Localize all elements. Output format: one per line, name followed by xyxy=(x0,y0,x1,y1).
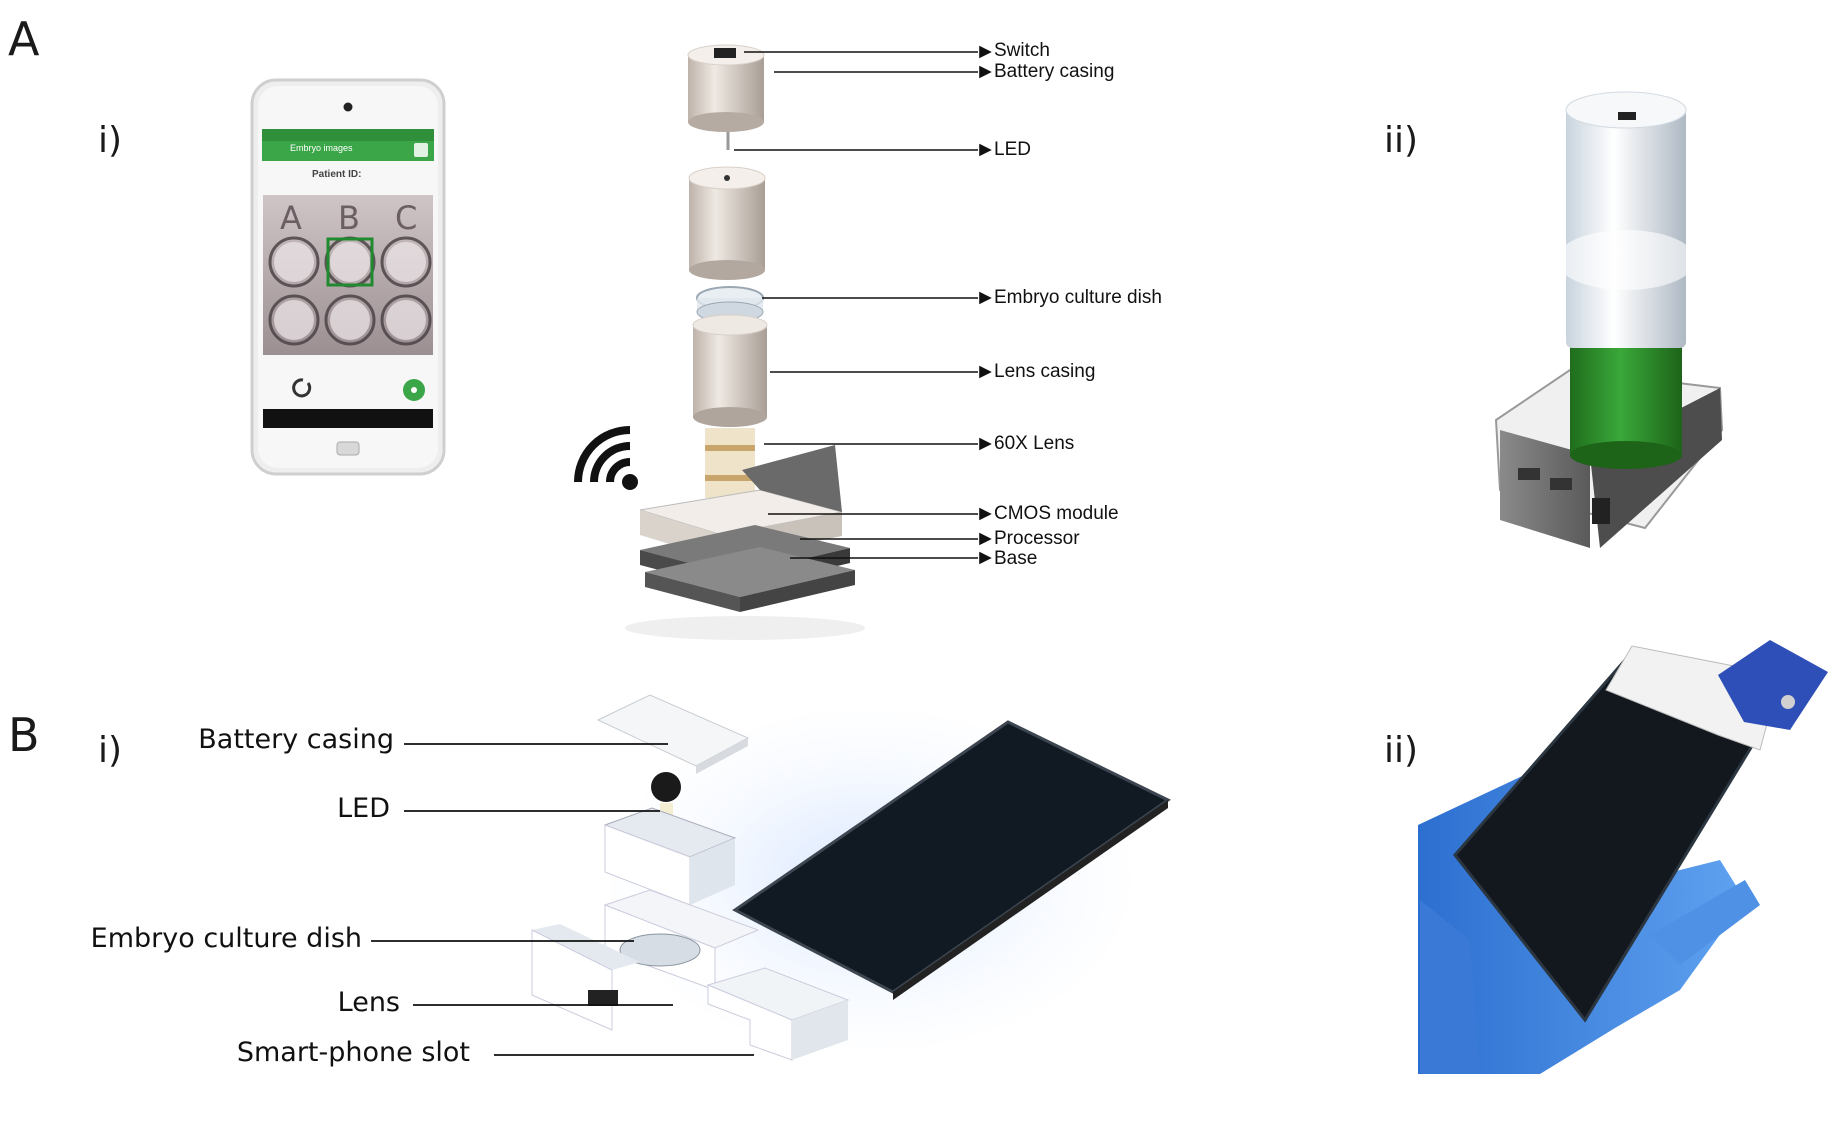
app-title: Embryo images xyxy=(290,143,353,153)
well-label-c: C xyxy=(395,199,418,237)
panel-a-ii-label: ii) xyxy=(1384,120,1419,161)
label-led: LED xyxy=(994,139,1031,160)
label-b-lens: Lens xyxy=(337,987,400,1018)
panel-letter-a: A xyxy=(8,12,40,66)
wifi-icon xyxy=(574,426,638,490)
label-processor: Processor xyxy=(994,528,1080,549)
hand-held-phone-photo xyxy=(1418,640,1828,1074)
phone-attachment-exploded xyxy=(531,694,1171,1061)
label-b-led: LED xyxy=(337,793,390,824)
leader-arrows-a xyxy=(734,45,992,565)
label-embryo-culture-dish: Embryo culture dish xyxy=(994,287,1162,308)
leader-lines-b xyxy=(371,743,754,1056)
app-patient-label: Patient ID: xyxy=(312,169,362,180)
label-cmos-module: CMOS module xyxy=(994,503,1119,524)
exploded-microscope xyxy=(574,44,865,640)
label-switch: Switch xyxy=(994,40,1050,61)
panel-b-i-label: i) xyxy=(98,730,123,771)
panel-b-ii-label: ii) xyxy=(1384,730,1419,771)
assembled-device-photo xyxy=(1494,91,1724,548)
panel-letter-b: B xyxy=(8,708,40,762)
well-label-b: B xyxy=(338,199,360,237)
phone-app-mockup xyxy=(250,78,446,476)
panel-a-i-label: i) xyxy=(98,120,123,161)
label-battery-casing: Battery casing xyxy=(994,61,1115,82)
label-b-smartphone-slot: Smart-phone slot xyxy=(236,1037,470,1068)
label-60x-lens: 60X Lens xyxy=(994,433,1075,454)
label-base: Base xyxy=(994,548,1038,569)
well-label-a: A xyxy=(280,199,302,237)
label-b-embryo-culture-dish: Embryo culture dish xyxy=(90,923,362,954)
label-b-battery-casing: Battery casing xyxy=(198,724,394,755)
label-lens-casing: Lens casing xyxy=(994,361,1096,382)
